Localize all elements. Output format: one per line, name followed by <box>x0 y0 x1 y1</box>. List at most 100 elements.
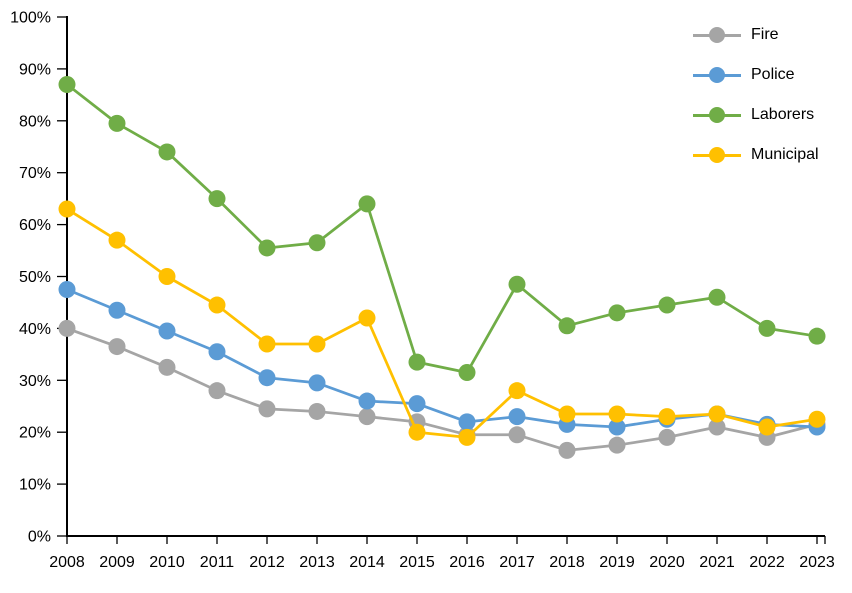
series-line-laborers <box>66 83 818 374</box>
data-point-laborers-2012 <box>258 239 276 257</box>
legend-dot <box>709 107 725 123</box>
data-point-laborers-2013 <box>308 234 326 252</box>
legend-dot <box>709 147 725 163</box>
data-point-laborers-2019 <box>608 304 626 322</box>
y-tick-label: 30% <box>19 373 51 390</box>
data-point-municipal-2017 <box>508 382 526 400</box>
x-tick-label: 2018 <box>549 554 585 571</box>
data-point-municipal-2018 <box>558 405 576 423</box>
data-point-laborers-2018 <box>558 317 576 335</box>
legend-dot <box>709 27 725 43</box>
legend-marker-icon <box>693 147 741 164</box>
data-point-police-2017 <box>508 408 526 426</box>
data-point-fire-2020 <box>658 428 676 446</box>
data-point-fire-2011 <box>208 382 226 400</box>
data-point-police-2014 <box>358 392 376 410</box>
legend-label: Police <box>751 66 795 83</box>
data-point-police-2011 <box>208 343 226 361</box>
y-tick-label: 80% <box>19 113 51 130</box>
data-point-police-2012 <box>258 369 276 387</box>
legend-item-municipal: Municipal <box>693 135 819 175</box>
legend-dot <box>709 67 725 83</box>
legend-label: Laborers <box>751 106 815 123</box>
x-tick-label: 2020 <box>649 554 685 571</box>
data-point-police-2016 <box>458 413 476 431</box>
y-tick-label: 40% <box>19 321 51 338</box>
series-line-fire <box>66 327 818 452</box>
data-point-fire-2013 <box>308 402 326 420</box>
data-point-municipal-2021 <box>708 405 726 423</box>
legend-label: Fire <box>751 26 779 43</box>
x-tick-label: 2023 <box>799 554 835 571</box>
legend-marker-icon <box>693 107 741 124</box>
data-point-municipal-2022 <box>758 418 776 436</box>
x-tick-label: 2017 <box>499 554 535 571</box>
x-tick-label: 2012 <box>249 554 285 571</box>
data-point-laborers-2022 <box>758 319 776 337</box>
y-tick-label: 60% <box>19 217 51 234</box>
data-point-police-2019 <box>608 418 626 436</box>
data-point-municipal-2012 <box>258 335 276 353</box>
x-tick-label: 2015 <box>399 554 435 571</box>
series-line-police <box>66 288 818 429</box>
x-tick-label: 2008 <box>49 554 85 571</box>
x-tick-label: 2021 <box>699 554 735 571</box>
data-point-laborers-2010 <box>158 143 176 161</box>
legend: Fire Police Laborers Municipal <box>693 15 819 175</box>
series-line-municipal <box>66 207 818 439</box>
data-point-fire-2008 <box>58 319 76 337</box>
data-point-fire-2009 <box>108 338 126 356</box>
y-tick-label: 50% <box>19 269 51 286</box>
legend-item-police: Police <box>693 55 819 95</box>
y-tick-label: 10% <box>19 477 51 494</box>
x-tick-label: 2013 <box>299 554 335 571</box>
y-tick-label: 0% <box>28 529 51 546</box>
legend-label: Municipal <box>751 146 819 163</box>
data-point-fire-2018 <box>558 441 576 459</box>
data-point-laborers-2011 <box>208 190 226 208</box>
x-tick-label: 2019 <box>599 554 635 571</box>
x-tick-label: 2009 <box>99 554 135 571</box>
y-tick-label: 70% <box>19 165 51 182</box>
x-tick-label: 2011 <box>200 554 235 571</box>
legend-marker-icon <box>693 67 741 84</box>
y-tick-label: 20% <box>19 425 51 442</box>
data-point-police-2008 <box>58 280 76 298</box>
data-point-fire-2012 <box>258 400 276 418</box>
data-point-municipal-2011 <box>208 296 226 314</box>
data-point-fire-2017 <box>508 426 526 444</box>
data-point-laborers-2017 <box>508 275 526 293</box>
legend-marker-icon <box>693 27 741 44</box>
data-point-police-2009 <box>108 301 126 319</box>
data-point-police-2013 <box>308 374 326 392</box>
data-point-municipal-2020 <box>658 408 676 426</box>
data-point-laborers-2016 <box>458 364 476 382</box>
x-tick-label: 2014 <box>349 554 385 571</box>
legend-item-laborers: Laborers <box>693 95 819 135</box>
x-tick-label: 2010 <box>149 554 185 571</box>
data-point-fire-2014 <box>358 408 376 426</box>
data-point-laborers-2023 <box>808 327 826 345</box>
data-point-laborers-2021 <box>708 288 726 306</box>
data-point-fire-2010 <box>158 358 176 376</box>
data-point-municipal-2014 <box>358 309 376 327</box>
data-point-laborers-2014 <box>358 195 376 213</box>
data-point-municipal-2016 <box>458 428 476 446</box>
data-point-laborers-2015 <box>408 353 426 371</box>
data-point-municipal-2019 <box>608 405 626 423</box>
data-point-municipal-2010 <box>158 268 176 285</box>
y-tick-label: 90% <box>19 61 51 78</box>
data-point-fire-2019 <box>608 436 626 454</box>
data-point-municipal-2013 <box>308 335 326 353</box>
data-point-police-2015 <box>408 395 426 413</box>
data-point-fire-2021 <box>708 418 726 436</box>
data-point-police-2010 <box>158 322 176 340</box>
legend-item-fire: Fire <box>693 15 819 55</box>
x-tick-label: 2022 <box>749 554 785 571</box>
data-point-laborers-2020 <box>658 296 676 314</box>
data-point-laborers-2009 <box>108 114 126 132</box>
data-point-municipal-2015 <box>408 423 426 441</box>
y-tick-label: 100% <box>10 10 51 27</box>
